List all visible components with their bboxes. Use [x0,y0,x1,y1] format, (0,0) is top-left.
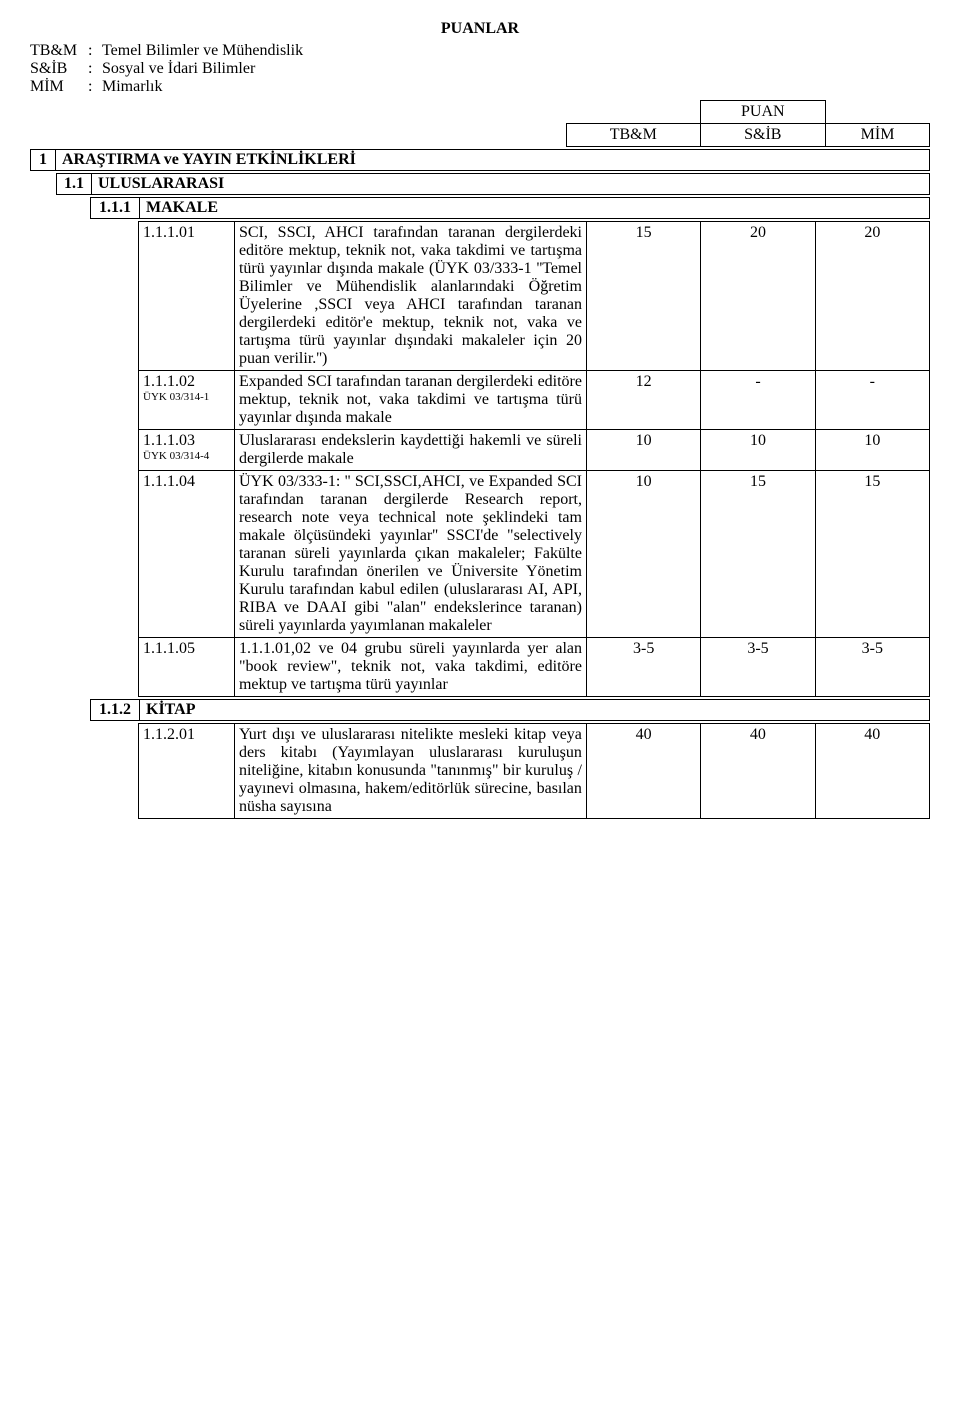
item-desc: Yurt dışı ve uluslararası nitelikte mesl… [234,724,586,819]
score-tbm: 10 [586,430,700,471]
item-subcode: ÜYK 03/314-4 [143,450,230,462]
legend-row: S&İB : Sosyal ve İdari Bilimler [30,60,930,78]
table-row: 1.1.2.01 Yurt dışı ve uluslararası nitel… [139,724,930,819]
puan-header-table: PUAN TB&M S&İB MİM [566,100,930,147]
puan-col: TB&M [567,124,701,147]
item-desc: 1.1.1.01,02 ve 04 grubu süreli yayınlard… [234,638,586,697]
section-1-1-2-num: 1.1.2 [90,699,140,721]
legend-sep: : [88,42,102,60]
score-tbm: 12 [586,371,700,430]
section-1-1-1: 1.1.1 MAKALE [90,197,930,219]
score-tbm: 40 [586,724,700,819]
legend-sep: : [88,60,102,78]
item-code: 1.1.1.03 [143,432,195,449]
score-mim: - [815,371,929,430]
score-mim: 3-5 [815,638,929,697]
item-code: 1.1.1.04 [143,473,195,490]
section-1-title: ARAŞTIRMA ve YAYIN ETKİNLİKLERİ [56,149,930,171]
legend-key: TB&M [30,42,88,60]
puan-header-top: PUAN [700,101,826,124]
item-subcode: ÜYK 03/314-1 [143,391,230,403]
score-mim: 15 [815,471,929,638]
legend: TB&M : Temel Bilimler ve Mühendislik S&İ… [30,42,930,96]
legend-value: Sosyal ve İdari Bilimler [102,60,255,78]
score-sib: 40 [701,724,815,819]
table-row: 1.1.1.05 1.1.1.01,02 ve 04 grubu süreli … [139,638,930,697]
section-1: 1 ARAŞTIRMA ve YAYIN ETKİNLİKLERİ [30,149,930,171]
table-row: 1.1.1.02 ÜYK 03/314-1 Expanded SCI taraf… [139,371,930,430]
item-code: 1.1.1.05 [143,640,195,657]
table-row: 1.1.1.03 ÜYK 03/314-4 Uluslararası endek… [139,430,930,471]
table-row: 1.1.1.01 SCI, SSCI, AHCI tarafından tara… [139,222,930,371]
legend-key: S&İB [30,60,88,78]
section-1-1-1-num: 1.1.1 [90,197,140,219]
score-sib: - [701,371,815,430]
item-desc: Expanded SCI tarafından taranan dergiler… [234,371,586,430]
item-desc: Uluslararası endekslerin kaydettiği hake… [234,430,586,471]
legend-row: MİM : Mimarlık [30,78,930,96]
section-1-1-title: ULUSLARARASI [92,173,930,195]
puan-col: MİM [826,124,930,147]
item-code: 1.1.1.01 [143,224,195,241]
score-tbm: 3-5 [586,638,700,697]
score-mim: 10 [815,430,929,471]
score-sib: 10 [701,430,815,471]
section-1-1: 1.1 ULUSLARARASI [56,173,930,195]
item-code: 1.1.1.02 [143,373,195,390]
legend-value: Temel Bilimler ve Mühendislik [102,42,303,60]
item-desc: ÜYK 03/333-1: '' SCI,SSCI,AHCI, ve Expan… [234,471,586,638]
legend-row: TB&M : Temel Bilimler ve Mühendislik [30,42,930,60]
page-title: PUANLAR [30,20,930,38]
section-1-num: 1 [30,149,56,171]
puan-col: S&İB [700,124,826,147]
table-row: 1.1.1.04 ÜYK 03/333-1: '' SCI,SSCI,AHCI,… [139,471,930,638]
score-tbm: 15 [586,222,700,371]
section-1-1-2: 1.1.2 KİTAP [90,699,930,721]
legend-value: Mimarlık [102,78,162,96]
item-desc: SCI, SSCI, AHCI tarafından taranan dergi… [234,222,586,371]
legend-sep: : [88,78,102,96]
score-mim: 20 [815,222,929,371]
section-1-1-1-title: MAKALE [140,197,930,219]
item-code: 1.1.2.01 [143,726,195,743]
score-sib: 3-5 [701,638,815,697]
items-table: 1.1.1.01 SCI, SSCI, AHCI tarafından tara… [138,221,930,697]
section-1-1-num: 1.1 [56,173,92,195]
score-sib: 20 [701,222,815,371]
score-tbm: 10 [586,471,700,638]
items-table-2: 1.1.2.01 Yurt dışı ve uluslararası nitel… [138,723,930,819]
score-mim: 40 [815,724,929,819]
section-1-1-2-title: KİTAP [140,699,930,721]
legend-key: MİM [30,78,88,96]
score-sib: 15 [701,471,815,638]
